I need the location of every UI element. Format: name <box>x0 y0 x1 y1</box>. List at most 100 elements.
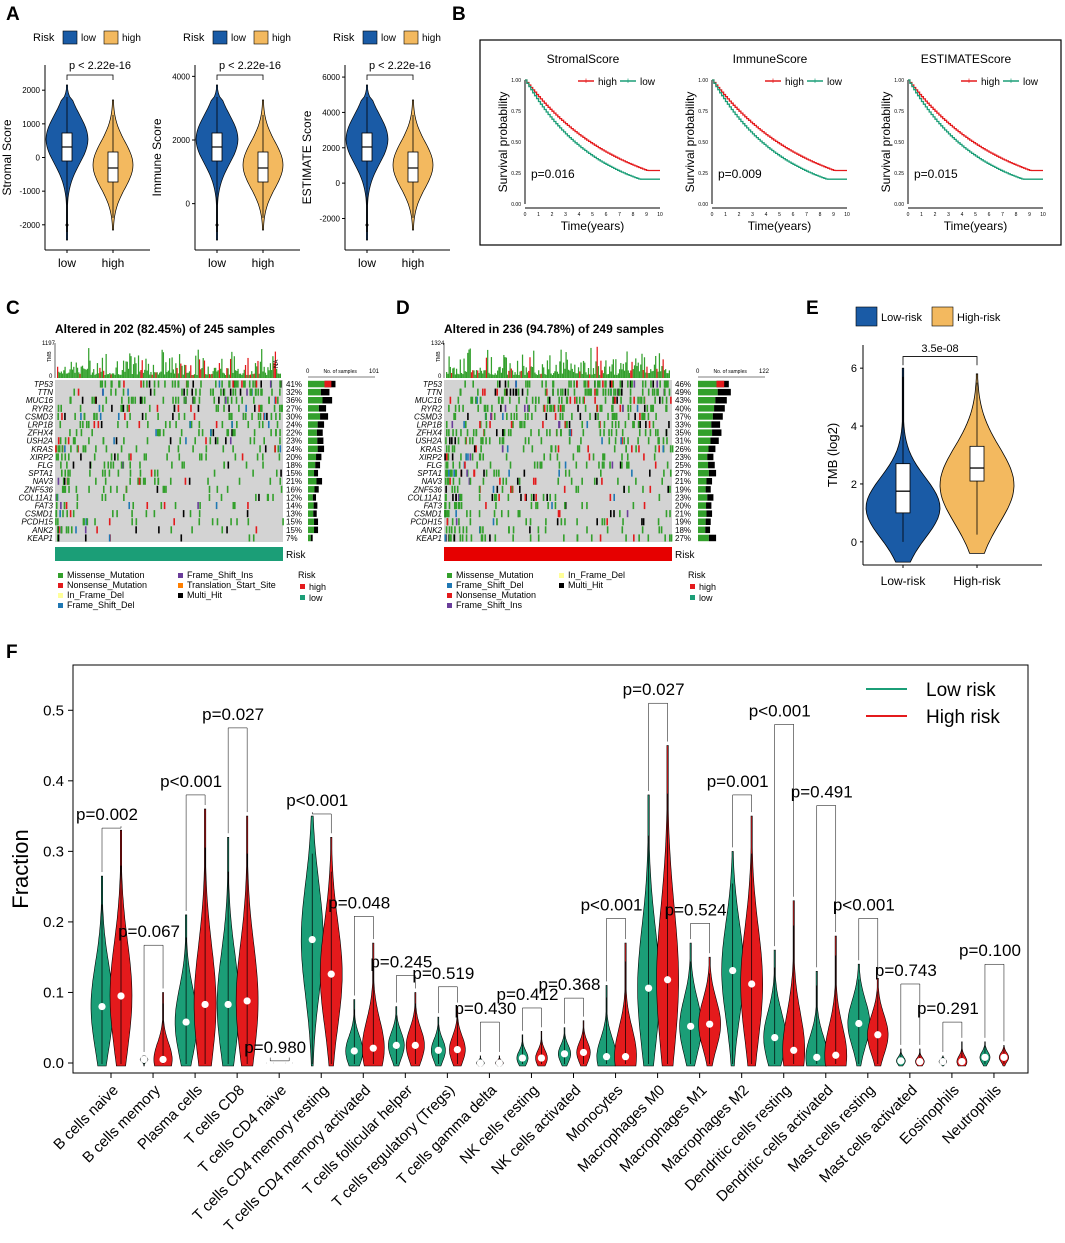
panelC-tmb-bar-87 <box>165 362 167 378</box>
panelC-cell-16-1 <box>189 510 192 518</box>
panelC-cell-9-2 <box>166 453 168 461</box>
panelC-cell-1-24 <box>257 388 260 396</box>
panelC-risk-high-swatch <box>300 584 305 589</box>
panel-label-e: E <box>806 298 819 319</box>
panelD-cell-8-2 <box>506 445 509 453</box>
panelC-pct-2: 36% <box>286 396 302 405</box>
panelD-cell-10-9 <box>627 461 630 469</box>
panelD-cell-10-22 <box>575 461 578 469</box>
panelD-cell-19-21 <box>599 534 602 542</box>
panelD-cell-2-37 <box>509 396 511 404</box>
panelD-cell-4-31 <box>561 412 564 420</box>
panelD-cell-11-6 <box>485 469 488 477</box>
panelC-tmb-bar-64 <box>136 374 138 378</box>
panelC-gene-7: USH2A <box>26 437 53 446</box>
panelD-cell-2-1 <box>583 396 585 404</box>
panelC-tmb-bar-37 <box>103 370 105 378</box>
panelC-cell-5-3 <box>231 421 233 429</box>
panelC-gene-3: RYR2 <box>32 404 54 413</box>
panelC-cell-1-20 <box>232 388 234 396</box>
f-ylabel: Fraction <box>8 829 33 908</box>
panelD-cell-3-38 <box>483 404 486 412</box>
panelD-tmb-bar-158 <box>642 369 644 378</box>
panelD-cell-2-22 <box>665 396 668 404</box>
panelD-cell-10-15 <box>611 461 614 469</box>
panelD-pct-10: 25% <box>675 461 691 470</box>
f-median-low-2 <box>182 1018 190 1026</box>
b-ytick-0-2: 0.50 <box>511 140 521 146</box>
b-xtick-2-3: 3 <box>947 212 950 218</box>
panelC-tmb-bar-143 <box>234 370 237 378</box>
panelC-tmb-bar-165 <box>262 371 264 378</box>
panelD-cell-1-38 <box>657 388 659 396</box>
panelD-cell-1-3 <box>647 388 650 396</box>
panelC-tmb-bar-139 <box>229 358 232 378</box>
panelD-cell-7-29 <box>658 437 660 445</box>
f-pval-2: p<0.001 <box>160 772 222 791</box>
panelD-tmb-bar-135 <box>614 374 616 378</box>
f-pval-4: p=0.980 <box>244 1038 306 1057</box>
panelD-cell-6-36 <box>638 429 641 437</box>
panelC-tmb-bar-74 <box>149 374 151 378</box>
panelD-cell-3-4 <box>523 404 526 412</box>
panelC-side-mh-12 <box>316 478 323 485</box>
panelD-cell-10-26 <box>609 461 611 469</box>
panelD-cell-9-18 <box>543 453 545 461</box>
panelC-cell-8-6 <box>120 445 123 453</box>
panelD-cell-12-13 <box>532 477 535 485</box>
b-xtick-2-8: 8 <box>1015 212 1018 218</box>
panelD-title: Altered in 236 (94.78%) of 249 samples <box>444 322 664 336</box>
panelC-side-mis-16 <box>308 510 314 517</box>
panelC-cell-2-33 <box>218 396 220 404</box>
f-median-high-11 <box>579 1048 588 1057</box>
a-ytick-0-1: -1000 <box>20 187 41 196</box>
panelC-cell-16-6 <box>182 510 185 518</box>
panelC-side-ns-0 <box>324 380 332 388</box>
panelD-cell-19-15 <box>633 534 635 542</box>
panelC-pct-9: 20% <box>286 453 302 462</box>
b-ytick-2-0: 0.00 <box>894 202 904 208</box>
f-ytick-1: 0.1 <box>43 984 64 1001</box>
panelD-cell-3-0 <box>500 404 502 412</box>
panelD-side-axis-left: 0 <box>696 369 700 375</box>
f-median-high-5 <box>327 970 335 978</box>
panelC-pct-19: 7% <box>286 534 298 543</box>
f-median-low-12 <box>602 1053 611 1061</box>
panelD-cell-3-25 <box>504 404 507 412</box>
panelD-cell-12-12 <box>499 477 501 485</box>
panelC-cell-10-10 <box>103 461 106 469</box>
panelC-cell-13-4 <box>63 485 65 493</box>
panelD-cell-11-11 <box>448 469 450 477</box>
panelC-cell-12-16 <box>68 477 70 485</box>
panelD-cell-13-4 <box>669 485 671 493</box>
panelD-cell-13-13 <box>510 485 512 493</box>
panelC-cell-7-3 <box>67 437 70 445</box>
panelD-cell-9-8 <box>556 453 559 461</box>
panelD-tmb-bar-127 <box>604 366 606 378</box>
panelD-cell-5-7 <box>586 421 589 429</box>
panelD-gene-7: USH2A <box>415 437 442 446</box>
panelD-cell-8-9 <box>453 445 456 453</box>
panelD-cell-15-18 <box>454 502 456 510</box>
panelD-cell-1-19 <box>545 388 548 396</box>
panelD-tmb-bar-152 <box>635 358 637 378</box>
panelC-cell-5-20 <box>276 421 279 429</box>
a-legend-low-swatch-2 <box>362 30 378 45</box>
panelC-cell-0-40 <box>164 380 166 388</box>
panelC-pct-7: 23% <box>286 437 302 446</box>
panelC-cell-0-46 <box>232 380 234 388</box>
panelD-cell-14-26 <box>524 493 527 501</box>
panelD-cell-16-15 <box>469 510 472 518</box>
panelD-cell-6-40 <box>603 429 605 437</box>
e-pval: 3.5e-08 <box>921 343 958 355</box>
panelD-cell-4-8 <box>643 412 646 420</box>
panelD-cell-4-3 <box>639 412 641 420</box>
f-pval-19: p=0.743 <box>875 961 937 980</box>
panelD-gene-17: PCDH15 <box>410 518 442 527</box>
panelD-gene-1: TTN <box>426 388 442 397</box>
a-xtick-2-0: low <box>358 256 376 270</box>
panelC-cell-11-8 <box>275 469 278 477</box>
panelD-tmb-bar-166 <box>652 370 654 378</box>
panelC-cell-5-28 <box>215 421 218 429</box>
